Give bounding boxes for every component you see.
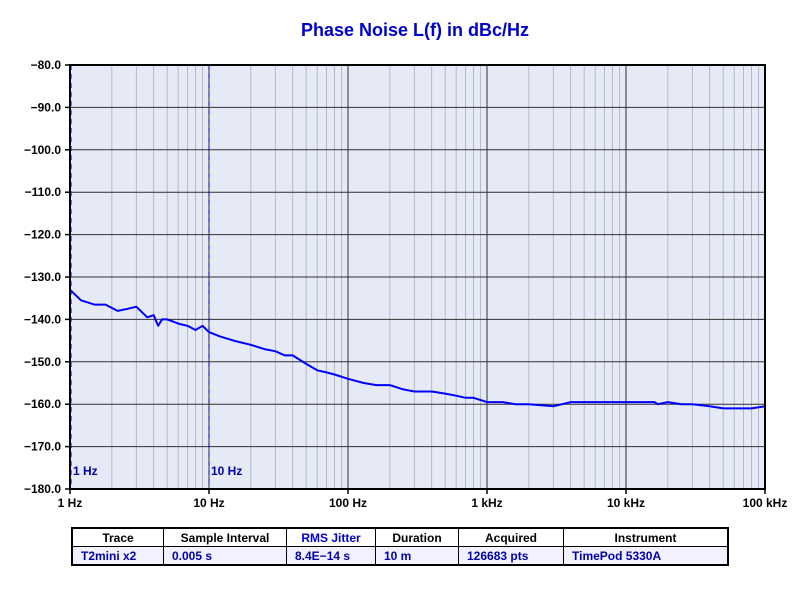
- header-acquired: Acquired: [458, 527, 564, 547]
- y-tick-label: −100.0: [24, 143, 61, 157]
- table-header-row: Trace Sample Interval RMS Jitter Duratio…: [71, 527, 729, 547]
- chart-title: Phase Noise L(f) in dBc/Hz: [301, 20, 529, 40]
- table-row: T2mini x2 0.005 s 8.4E−14 s 10 m 126683 …: [71, 546, 729, 566]
- x-axis-ticks: 1 Hz 10 Hz 100 Hz 1 kHz 10 kHz 100 kHz: [58, 489, 788, 510]
- x-tick-label: 10 kHz: [607, 496, 645, 510]
- cell-instrument: TimePod 5330A: [563, 546, 729, 566]
- y-axis-ticks: −80.0 −90.0 −100.0 −110.0 −120.0 −130.0 −140.0…: [24, 58, 70, 496]
- y-tick-label: −90.0: [31, 100, 62, 114]
- header-trace: Trace: [71, 527, 164, 547]
- cell-rms-jitter: 8.4E−14 s: [286, 546, 376, 566]
- y-tick-label: −160.0: [24, 397, 61, 411]
- cell-trace: T2mini x2: [71, 546, 164, 566]
- phase-noise-chart: Phase Noise L(f) in dBc/Hz 1 Hz 10 Hz −80…: [24, 20, 788, 510]
- x-tick-label: 10 Hz: [193, 496, 224, 510]
- trace-info-table: Trace Sample Interval RMS Jitter Duratio…: [71, 527, 729, 566]
- marker-label: 10 Hz: [211, 464, 242, 478]
- header-sample-interval: Sample Interval: [163, 527, 287, 547]
- y-tick-label: −110.0: [25, 185, 62, 199]
- y-tick-label: −180.0: [24, 482, 61, 496]
- cell-sample-interval: 0.005 s: [163, 546, 287, 566]
- header-rms-jitter: RMS Jitter: [286, 527, 376, 547]
- y-tick-label: −120.0: [24, 228, 61, 242]
- y-tick-label: −170.0: [24, 440, 61, 454]
- header-duration: Duration: [375, 527, 459, 547]
- x-tick-label: 100 kHz: [743, 496, 788, 510]
- y-tick-label: −150.0: [24, 355, 61, 369]
- cell-acquired: 126683 pts: [458, 546, 564, 566]
- header-instrument: Instrument: [563, 527, 729, 547]
- series-line: [69, 288, 766, 410]
- y-tick-label: −130.0: [24, 270, 61, 284]
- x-tick-label: 1 Hz: [58, 496, 83, 510]
- x-tick-label: 100 Hz: [329, 496, 367, 510]
- cell-duration: 10 m: [375, 546, 459, 566]
- marker-label: 1 Hz: [73, 464, 98, 478]
- y-tick-label: −140.0: [24, 312, 61, 326]
- x-tick-label: 1 kHz: [471, 496, 502, 510]
- series-layer: [69, 288, 766, 410]
- y-tick-label: −80.0: [31, 58, 62, 72]
